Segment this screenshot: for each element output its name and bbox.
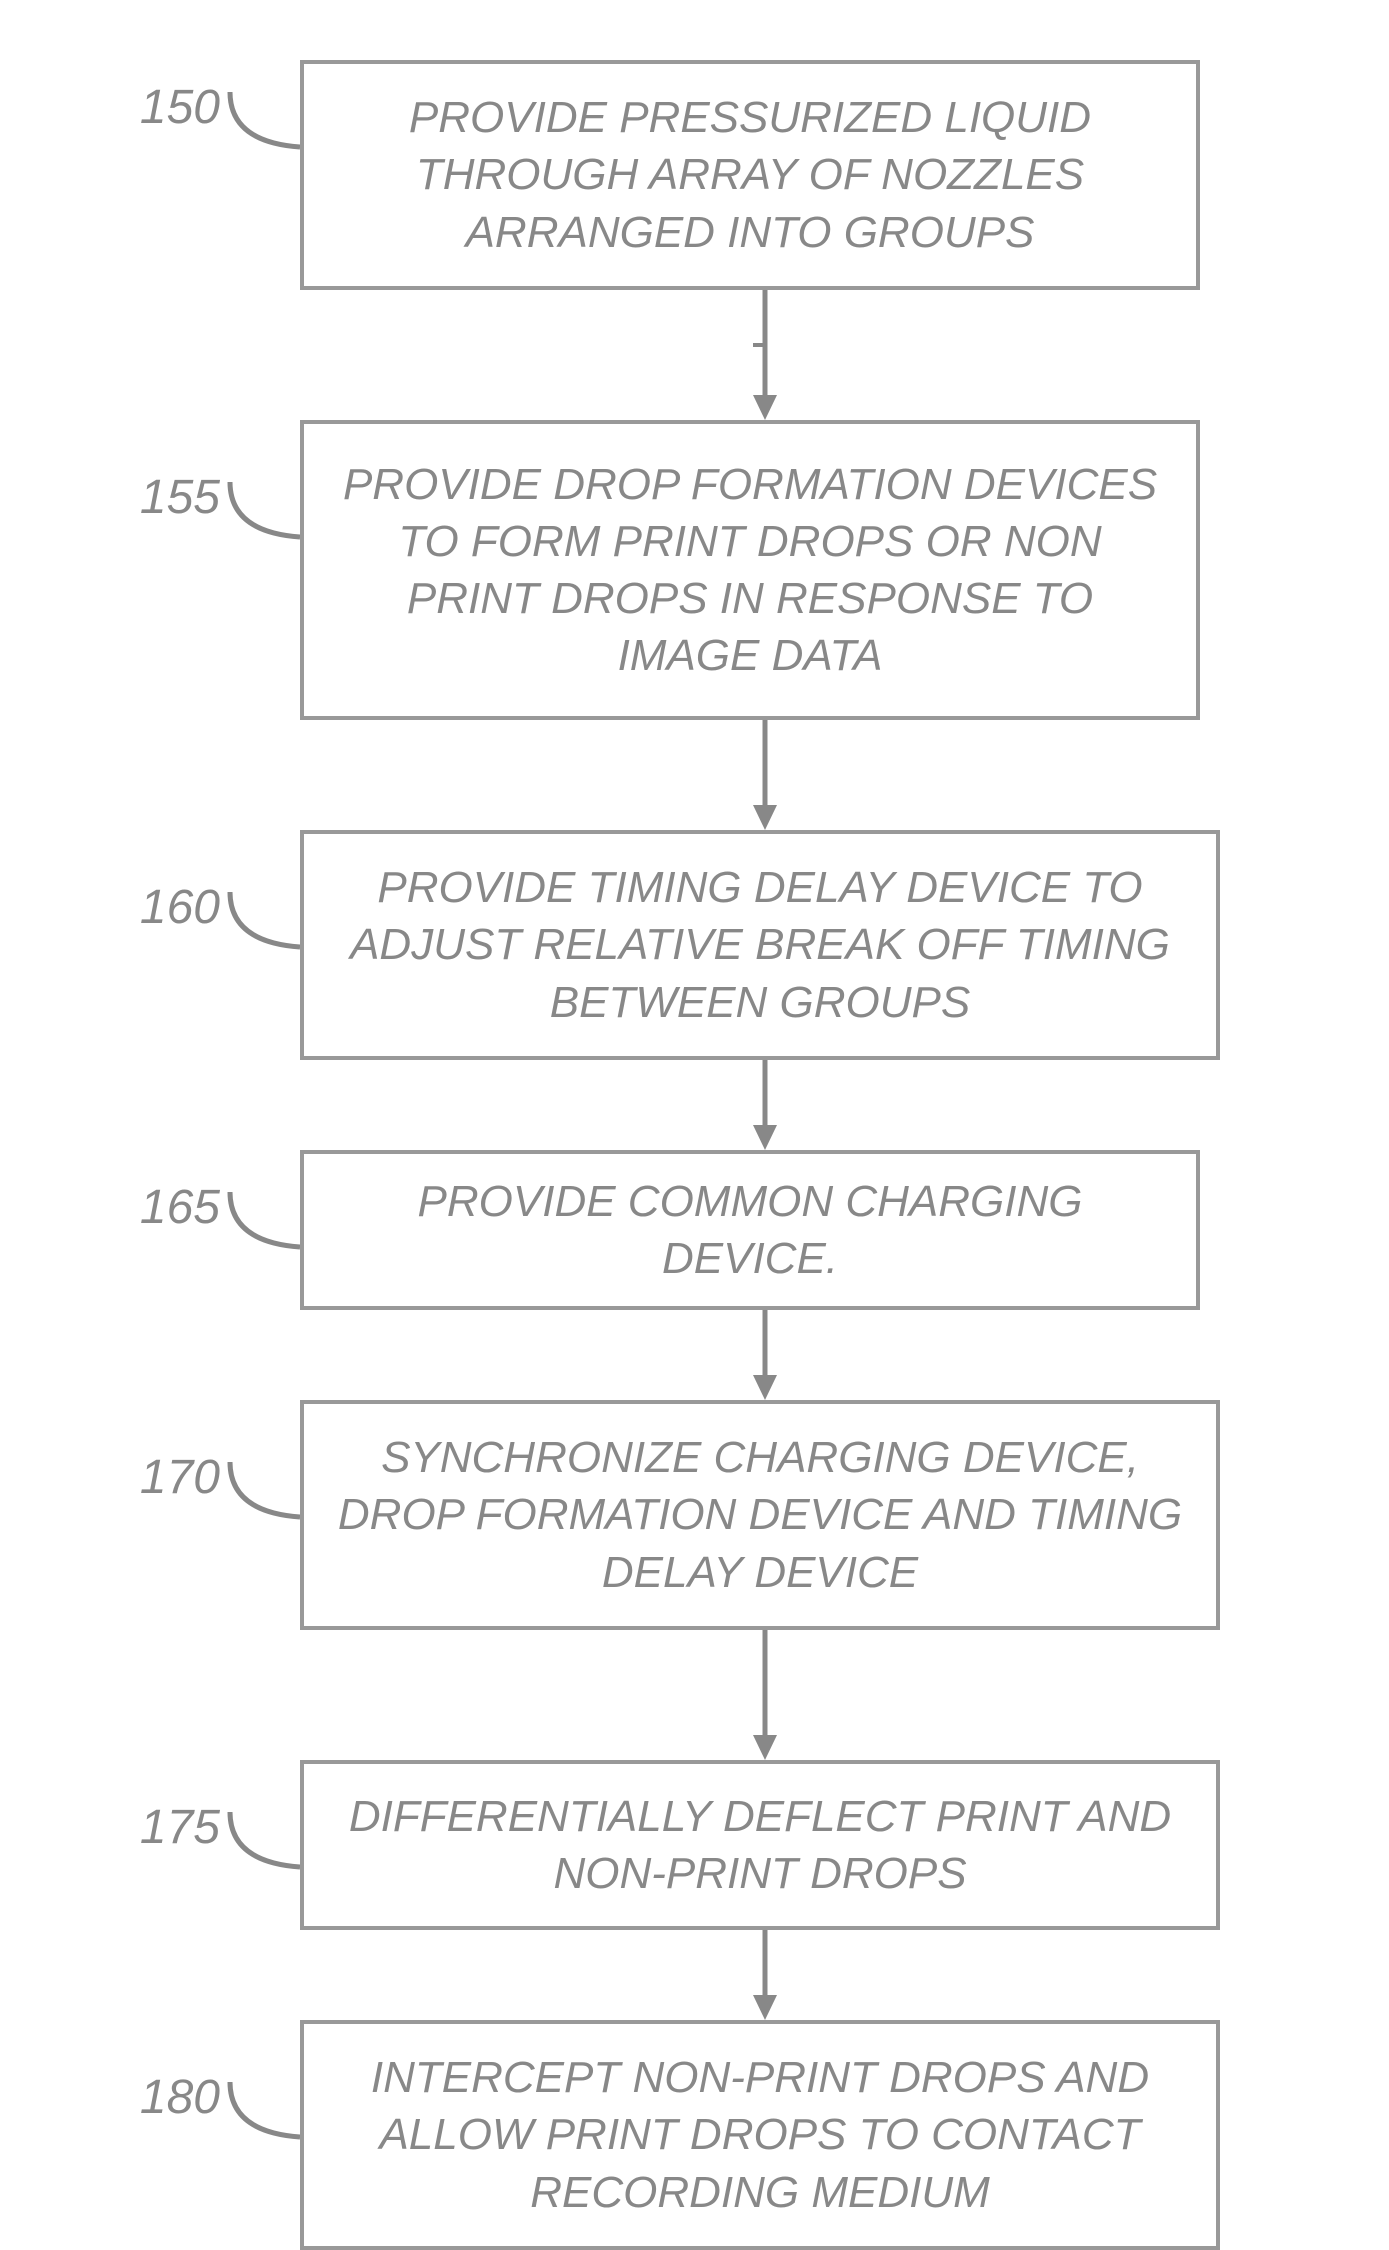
step-box-180: INTERCEPT NON-PRINT DROPS AND ALLOW PRIN…: [300, 2020, 1220, 2250]
step-text-155: PROVIDE DROP FORMATION DEVICES TO FORM P…: [334, 456, 1166, 685]
arrow-165-170: [745, 1310, 785, 1405]
step-label-180: 180: [80, 2070, 220, 2125]
step-label-160: 160: [80, 880, 220, 935]
flowchart-container: 150 PROVIDE PRESSURIZED LIQUID THROUGH A…: [0, 0, 1389, 2208]
arrow-150-155: [745, 290, 785, 425]
step-text-170: SYNCHRONIZE CHARGING DEVICE, DROP FORMAT…: [334, 1429, 1186, 1601]
step-label-165: 165: [80, 1180, 220, 1235]
step-box-155: PROVIDE DROP FORMATION DEVICES TO FORM P…: [300, 420, 1200, 720]
arrow-160-165: [745, 1060, 785, 1155]
step-text-175: DIFFERENTIALLY DEFLECT PRINT AND NON-PRI…: [334, 1788, 1186, 1902]
connector-150: [225, 92, 305, 162]
step-label-155: 155: [80, 470, 220, 525]
step-text-165: PROVIDE COMMON CHARGING DEVICE.: [334, 1173, 1166, 1287]
step-box-150: PROVIDE PRESSURIZED LIQUID THROUGH ARRAY…: [300, 60, 1200, 290]
step-box-175: DIFFERENTIALLY DEFLECT PRINT AND NON-PRI…: [300, 1760, 1220, 1930]
arrow-155-160: [745, 720, 785, 835]
connector-155: [225, 482, 305, 552]
step-box-165: PROVIDE COMMON CHARGING DEVICE.: [300, 1150, 1200, 1310]
arrow-175-180: [745, 1930, 785, 2025]
step-text-160: PROVIDE TIMING DELAY DEVICE TO ADJUST RE…: [334, 859, 1186, 1031]
step-text-150: PROVIDE PRESSURIZED LIQUID THROUGH ARRAY…: [334, 89, 1166, 261]
step-text-180: INTERCEPT NON-PRINT DROPS AND ALLOW PRIN…: [334, 2049, 1186, 2221]
step-label-175: 175: [80, 1800, 220, 1855]
connector-175: [225, 1812, 305, 1882]
step-label-150: 150: [80, 80, 220, 135]
arrow-170-175: [745, 1630, 785, 1765]
connector-180: [225, 2082, 305, 2152]
connector-165: [225, 1192, 305, 1262]
step-label-170: 170: [80, 1450, 220, 1505]
connector-170: [225, 1462, 305, 1532]
step-box-170: SYNCHRONIZE CHARGING DEVICE, DROP FORMAT…: [300, 1400, 1220, 1630]
step-box-160: PROVIDE TIMING DELAY DEVICE TO ADJUST RE…: [300, 830, 1220, 1060]
connector-160: [225, 892, 305, 962]
